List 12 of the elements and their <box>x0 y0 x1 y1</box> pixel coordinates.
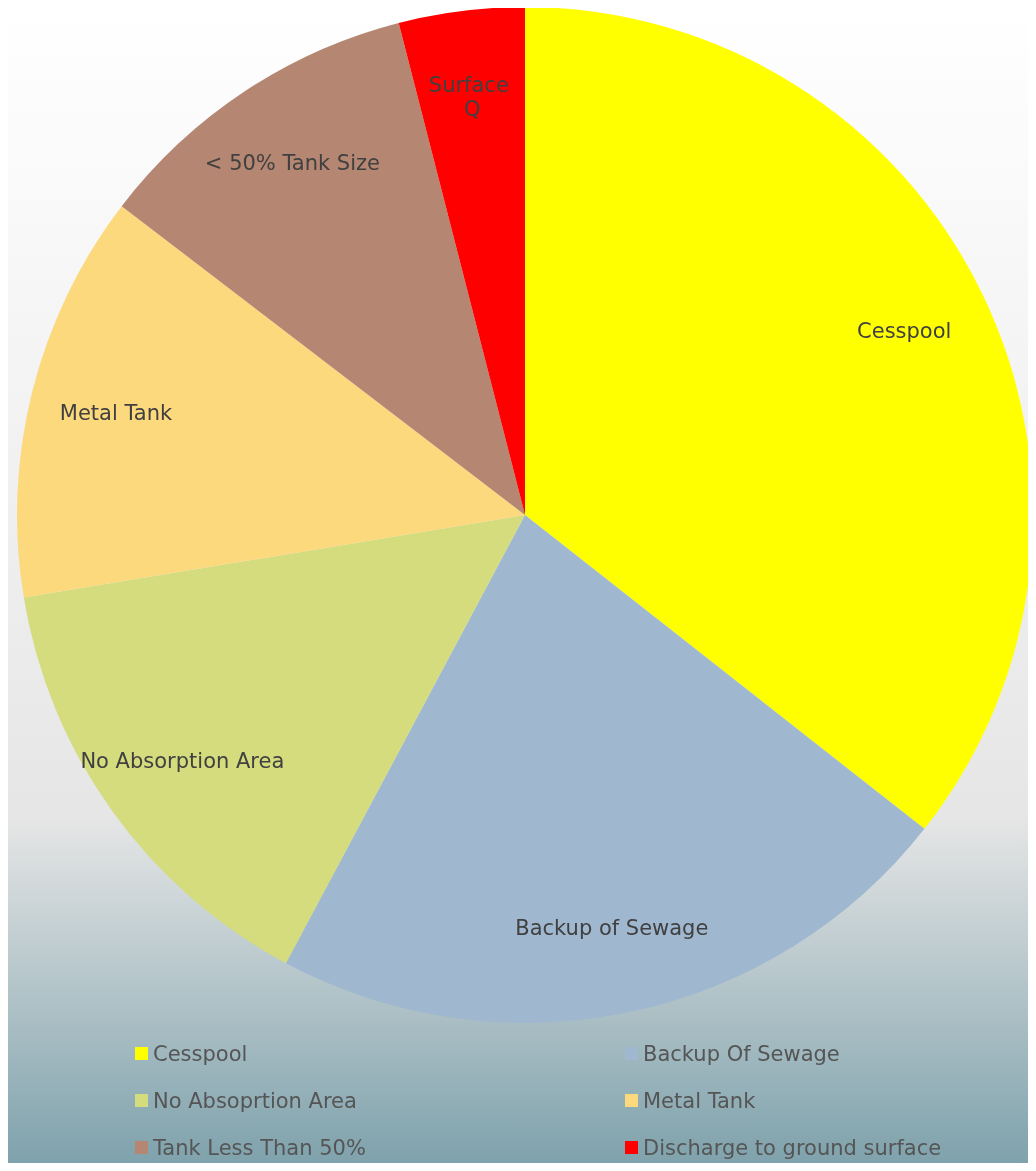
legend-label: Tank Less Than 50% <box>152 1135 366 1160</box>
data-label: Metal Tank <box>59 400 173 425</box>
data-label: No Absorption Area <box>80 748 285 773</box>
legend-label: Metal Tank <box>643 1088 757 1113</box>
legend-label: Discharge to ground surface <box>643 1135 942 1160</box>
data-label: Backup of Sewage <box>515 915 709 940</box>
legend-label: Cesspool <box>153 1041 248 1066</box>
legend-label: Backup Of Sewage <box>643 1041 840 1066</box>
data-label: < 50% Tank Size <box>204 151 380 176</box>
data-label: Surface Q <box>428 72 516 121</box>
data-label: Cesspool <box>857 318 952 343</box>
legend-label: No Absoprtion Area <box>153 1088 357 1113</box>
